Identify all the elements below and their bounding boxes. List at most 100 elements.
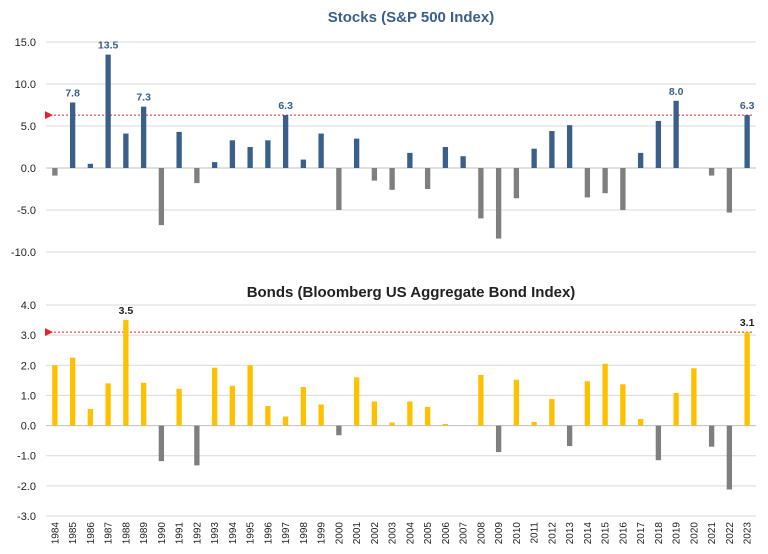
bonds-bar-2020 [691,368,697,426]
bonds-bar-1985 [69,357,76,426]
x-tick-label-1999: 1999 [317,522,328,545]
bonds-bar-1991 [176,388,182,426]
bonds-y-tick-label: 1.0 [21,390,36,402]
bonds-bar-1998 [300,386,307,426]
bonds-bar-2022 [726,425,733,490]
stocks-y-tick-label: 10.0 [15,79,36,91]
bonds-bar-2008 [478,374,484,426]
x-tick-label-2010: 2010 [512,522,523,545]
bonds-bar-2018 [655,425,662,461]
x-tick-label-1985: 1985 [68,522,79,545]
stocks-bar-2002 [371,168,378,181]
x-tick-label-2013: 2013 [565,522,576,545]
bonds-y-tick-label: -1.0 [17,451,36,463]
x-tick-label-1988: 1988 [121,522,132,545]
x-tick-label-1992: 1992 [192,522,203,545]
x-tick-label-1987: 1987 [104,522,115,545]
stocks-bar-2001 [353,138,360,168]
stocks-bar-2010 [513,168,520,199]
stocks-bar-2014 [584,168,591,198]
bonds-bar-2019 [673,393,679,426]
stocks-bar-2004 [407,152,413,168]
x-tick-label-2016: 2016 [618,522,629,545]
bonds-bar-2021 [708,425,715,447]
bonds-bar-2003 [389,422,395,426]
bonds-bar-2023 [744,332,750,426]
stocks-bar-2018 [655,120,662,168]
stocks-bar-1995 [247,147,253,168]
bonds-bar-2016 [620,384,626,426]
x-tick-label-1993: 1993 [210,522,221,545]
x-tick-label-2006: 2006 [441,522,452,545]
x-tick-label-2002: 2002 [370,522,381,545]
bonds-bar-1999 [318,404,324,426]
bonds-bar-1995 [247,365,253,426]
x-tick-label-2007: 2007 [459,522,470,545]
stocks-bar-2017 [637,152,644,168]
bonds-bar-1992 [194,425,200,466]
bonds-bar-2011 [531,421,537,426]
bonds-bar-1986 [87,408,94,426]
stocks-y-tick-label: 15.0 [15,37,36,49]
stocks-bar-1986 [87,163,94,168]
stocks-bar-2013 [566,125,573,168]
stocks-bar-1994 [229,140,236,168]
bonds-y-tick-label: 0.0 [21,421,36,433]
bonds-y-tick-label: -3.0 [17,511,36,523]
stocks-y-tick-label: -5.0 [17,205,36,217]
stocks-bar-2011 [531,148,537,168]
stocks-panel: Stocks (S&P 500 Index) 15.0 10.0 5.0 0.0 -5.0… [11,9,756,259]
bonds-data-label-2023: 3.1 [740,317,755,329]
bonds-data-label-1988: 3.5 [119,305,134,317]
bonds-bar-1987 [105,383,111,426]
bonds-bar-2006 [442,424,449,426]
stocks-bar-2006 [442,147,449,168]
x-tick-label-2018: 2018 [654,522,665,545]
stocks-bar-2000 [336,168,342,210]
bonds-bar-1989 [140,382,147,426]
bonds-bar-2013 [566,425,573,447]
bonds-bar-1996 [265,405,271,426]
bonds-y-tick-label: 2.0 [21,360,36,372]
stocks-bar-2012 [549,131,555,168]
stocks-bar-1993 [211,162,218,168]
stocks-data-label-1997: 6.3 [278,100,293,112]
stocks-bar-1996 [265,140,271,168]
stocks-bar-1999 [318,133,324,168]
bonds-bar-1988 [123,320,129,426]
x-tick-label-2017: 2017 [636,522,647,545]
x-tick-label-1995: 1995 [246,522,257,545]
stocks-chart-title: Stocks (S&P 500 Index) [328,9,494,26]
stocks-bar-2022 [726,168,733,213]
bonds-bar-2004 [407,401,413,426]
stocks-bar-1989 [140,106,147,168]
stocks-y-tick-label: 0.0 [21,163,36,175]
bonds-chart-title: Bonds (Bloomberg US Aggregate Bond Index… [247,284,576,301]
x-tick-label-1989: 1989 [139,522,150,545]
bonds-bar-2005 [424,406,431,426]
stocks-bar-2016 [620,168,626,210]
x-tick-label-2014: 2014 [583,522,594,545]
stocks-bar-2015 [602,168,608,194]
x-tick-label-2008: 2008 [476,522,487,545]
stocks-y-tick-label: 5.0 [21,121,36,133]
stocks-bar-1987 [105,54,111,168]
x-tick-label-2004: 2004 [405,522,416,545]
x-tick-label-2000: 2000 [334,522,345,545]
stocks-y-tick-label: -10.0 [11,247,36,259]
stocks-bar-1988 [123,133,129,168]
bonds-bar-2014 [584,381,591,426]
x-tick-label-2001: 2001 [352,522,363,545]
bonds-y-tick-label: 3.0 [21,330,36,342]
stocks-bar-1997 [282,115,289,168]
x-tick-label-2011: 2011 [530,522,541,544]
x-tick-label-2003: 2003 [388,522,399,545]
bonds-panel: Bonds (Bloomberg US Aggregate Bond Index… [17,284,756,544]
stocks-bar-2023 [744,115,750,168]
bonds-bar-2015 [602,363,608,426]
x-tick-label-2020: 2020 [689,522,700,545]
x-tick-label-1998: 1998 [299,522,310,545]
x-tick-label-2022: 2022 [725,522,736,545]
bonds-bar-2001 [353,377,360,426]
